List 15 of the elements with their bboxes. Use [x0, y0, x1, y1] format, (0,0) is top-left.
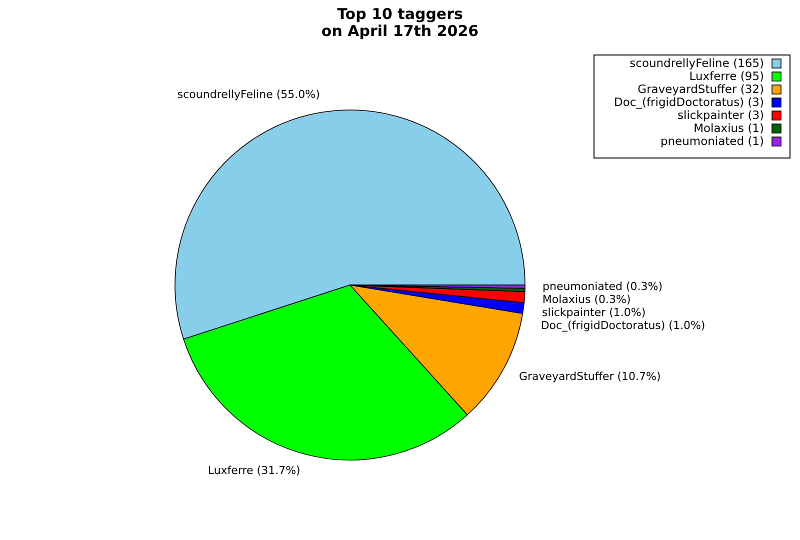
- data-label: Doc_(frigidDoctoratus) (1.0%): [540, 318, 706, 332]
- legend-label: GraveyardStuffer (32): [638, 82, 764, 96]
- data-label: slickpainter (1.0%): [542, 306, 646, 319]
- legend-label: pneumoniated (1): [660, 134, 764, 148]
- legend-label: Molaxius (1): [694, 121, 764, 135]
- chart-title: Top 10 taggers on April 17th 2026: [321, 5, 479, 40]
- data-label: Molaxius (0.3%): [542, 292, 631, 306]
- data-label: GraveyardStuffer (10.7%): [518, 370, 661, 384]
- legend-label: Doc_(frigidDoctoratus) (3): [614, 95, 764, 109]
- data-label: scoundrellyFeline (55.0%): [177, 88, 320, 101]
- legend-label: slickpainter (3): [678, 108, 764, 122]
- legend-label: Luxferre (95): [689, 69, 764, 83]
- data-label: pneumoniated (0.3%): [542, 280, 662, 293]
- data-label: Luxferre (31.7%): [208, 464, 300, 478]
- legend-label: scoundrellyFeline (165): [630, 56, 764, 70]
